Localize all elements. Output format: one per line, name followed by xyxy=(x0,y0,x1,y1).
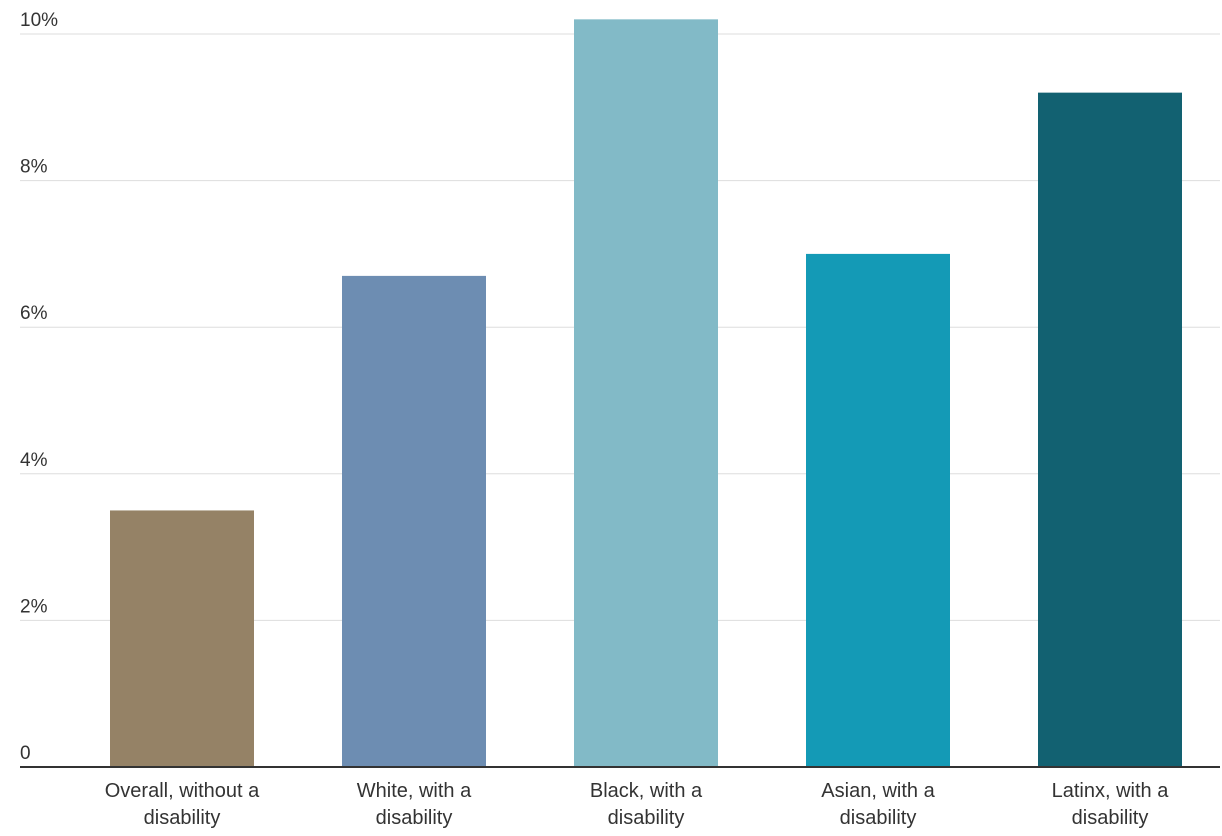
y-tick-label: 6% xyxy=(20,303,48,324)
x-tick-label: Latinx, with a disability xyxy=(1052,780,1170,829)
bar xyxy=(342,275,486,767)
x-tick-label-line: disability xyxy=(608,807,685,829)
y-tick-label: 4% xyxy=(20,450,48,471)
bar xyxy=(110,510,254,767)
x-tick-label-line: disability xyxy=(144,807,221,829)
y-tick-label: 8% xyxy=(20,157,48,178)
bar xyxy=(806,253,950,767)
x-tick-label-line: Overall, without a xyxy=(105,780,260,802)
x-tick-label-line: disability xyxy=(376,807,453,829)
bar xyxy=(574,19,718,767)
bar xyxy=(1038,92,1182,767)
y-tick-label: 2% xyxy=(20,596,48,617)
x-tick-label-line: disability xyxy=(1072,807,1149,829)
x-tick-label-line: White, with a xyxy=(357,780,472,802)
x-tick-label: White, with a disability xyxy=(357,780,472,829)
x-tick-label: Overall, without a disability xyxy=(105,780,260,829)
y-tick-label: 10% xyxy=(20,10,58,31)
x-tick-label-line: Black, with a xyxy=(590,780,703,802)
x-tick-label-line: disability xyxy=(840,807,917,829)
x-tick-label: Asian, with a disability xyxy=(821,780,935,829)
x-tick-label-line: Latinx, with a xyxy=(1052,780,1170,802)
y-axis-tick-labels: 0 2% 4% 6% 8% 10% xyxy=(20,10,58,764)
y-tick-label: 0 xyxy=(20,743,31,764)
x-tick-label: Black, with a disability xyxy=(590,780,703,829)
bars xyxy=(110,19,1182,767)
x-tick-label-line: Asian, with a xyxy=(821,780,935,802)
